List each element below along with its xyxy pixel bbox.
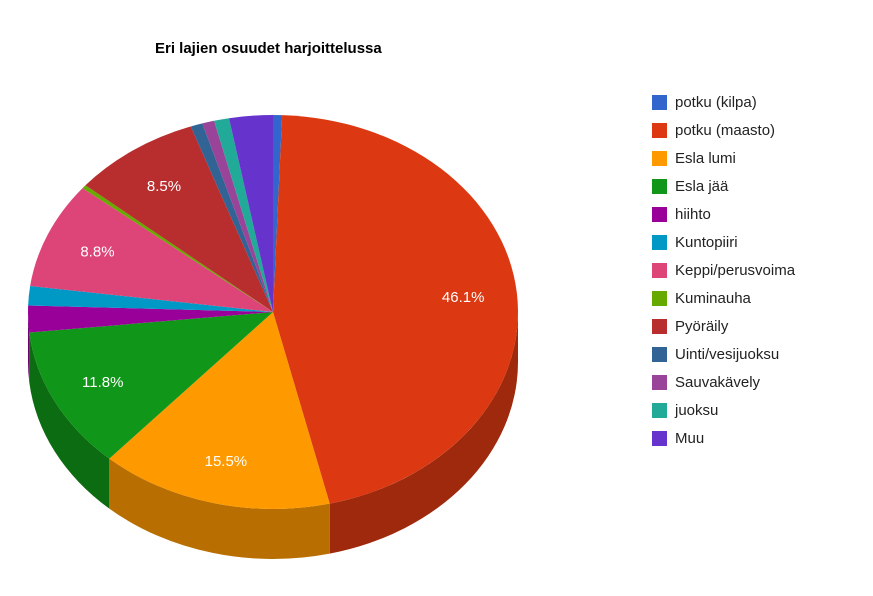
legend-swatch bbox=[652, 206, 667, 222]
legend-label: hiihto bbox=[675, 205, 711, 223]
legend-label: Esla lumi bbox=[675, 149, 736, 167]
legend-label: Esla jää bbox=[675, 177, 729, 195]
legend-item-potku-maasto[interactable]: potku (maasto) bbox=[652, 116, 795, 144]
legend-item-py-r-ily[interactable]: Pyöräily bbox=[652, 312, 795, 340]
legend-item-kuntopiiri[interactable]: Kuntopiiri bbox=[652, 228, 795, 256]
legend-swatch bbox=[652, 318, 667, 334]
pie-labels: 46.1% 15.5% 11.8% 8.8% 8.5% bbox=[80, 178, 484, 470]
legend-label: Kuminauha bbox=[675, 289, 751, 307]
legend-swatch bbox=[652, 122, 667, 138]
pie-slice-kuminauha[interactable] bbox=[82, 185, 273, 312]
pie-slice-esla-lumi[interactable] bbox=[109, 312, 330, 509]
legend-swatch bbox=[652, 234, 667, 250]
legend-item-hiihto[interactable]: hiihto bbox=[652, 200, 795, 228]
legend-item-uinti-vesijuoksu[interactable]: Uinti/vesijuoksu bbox=[652, 340, 795, 368]
pie-side-hiihto bbox=[28, 312, 30, 383]
pie-slice-muu[interactable] bbox=[228, 115, 273, 312]
pie-slice-uinti-vesijuoksu[interactable] bbox=[190, 123, 273, 313]
legend-item-esla-j[interactable]: Esla jää bbox=[652, 172, 795, 200]
legend-swatch bbox=[652, 94, 667, 110]
legend-item-keppi-perusvoima[interactable]: Keppi/perusvoima bbox=[652, 256, 795, 284]
chart-title: Eri lajien osuudet harjoittelussa bbox=[155, 40, 382, 57]
pie-side-esla-j bbox=[29, 332, 110, 509]
legend-swatch bbox=[652, 262, 667, 278]
legend-item-potku-kilpa[interactable]: potku (kilpa) bbox=[652, 88, 795, 116]
pie-slice-hiihto[interactable] bbox=[27, 305, 273, 333]
pie-slice-juoksu[interactable] bbox=[214, 118, 273, 313]
slice-label-py-r-ily: 8.5% bbox=[147, 178, 181, 195]
legend-item-muu[interactable]: Muu bbox=[652, 424, 795, 452]
pie-tops bbox=[27, 115, 518, 509]
legend-item-sauvak-vely[interactable]: Sauvakävely bbox=[652, 368, 795, 396]
pie-slice-py-r-ily[interactable] bbox=[85, 126, 273, 312]
slice-label-esla-lumi: 15.5% bbox=[205, 453, 248, 470]
legend-swatch bbox=[652, 178, 667, 194]
pie-slice-sauvak-vely[interactable] bbox=[202, 120, 273, 312]
legend-label: Pyöräily bbox=[675, 317, 729, 335]
legend-swatch bbox=[652, 430, 667, 446]
pie-slice-potku-kilpa[interactable] bbox=[273, 115, 283, 312]
slice-label-keppi-perusvoima: 8.8% bbox=[80, 243, 114, 260]
legend-label: Uinti/vesijuoksu bbox=[675, 345, 780, 363]
legend-item-juoksu[interactable]: juoksu bbox=[652, 396, 795, 424]
legend-label: Kuntopiiri bbox=[675, 233, 738, 251]
pie-slice-potku-maasto[interactable] bbox=[273, 115, 518, 504]
legend-label: Muu bbox=[675, 429, 705, 447]
legend-swatch bbox=[652, 290, 667, 306]
pie-slice-kuntopiiri[interactable] bbox=[28, 286, 273, 312]
legend-swatch bbox=[652, 150, 667, 166]
legend-swatch bbox=[652, 374, 667, 390]
pie-side-esla-lumi bbox=[109, 458, 330, 559]
legend-item-kuminauha[interactable]: Kuminauha bbox=[652, 284, 795, 312]
pie-sides bbox=[28, 312, 518, 559]
pie-side-potku-maasto bbox=[329, 312, 518, 554]
legend: potku (kilpa) potku (maasto) Esla lumi Esla… bbox=[652, 88, 795, 452]
legend-label: potku (kilpa) bbox=[675, 93, 757, 111]
legend-item-esla-lumi[interactable]: Esla lumi bbox=[652, 144, 795, 172]
legend-swatch bbox=[652, 402, 667, 418]
pie-slice-esla-j[interactable] bbox=[29, 312, 273, 459]
slice-label-esla-j: 11.8% bbox=[82, 374, 123, 391]
legend-label: juoksu bbox=[675, 401, 719, 419]
legend-label: Sauvakävely bbox=[675, 373, 761, 391]
slice-label-potku-maasto: 46.1% bbox=[442, 289, 485, 306]
pie-slice-keppi-perusvoima[interactable] bbox=[30, 188, 273, 312]
legend-label: Keppi/perusvoima bbox=[675, 261, 796, 279]
legend-swatch bbox=[652, 346, 667, 362]
legend-label: potku (maasto) bbox=[675, 121, 776, 139]
